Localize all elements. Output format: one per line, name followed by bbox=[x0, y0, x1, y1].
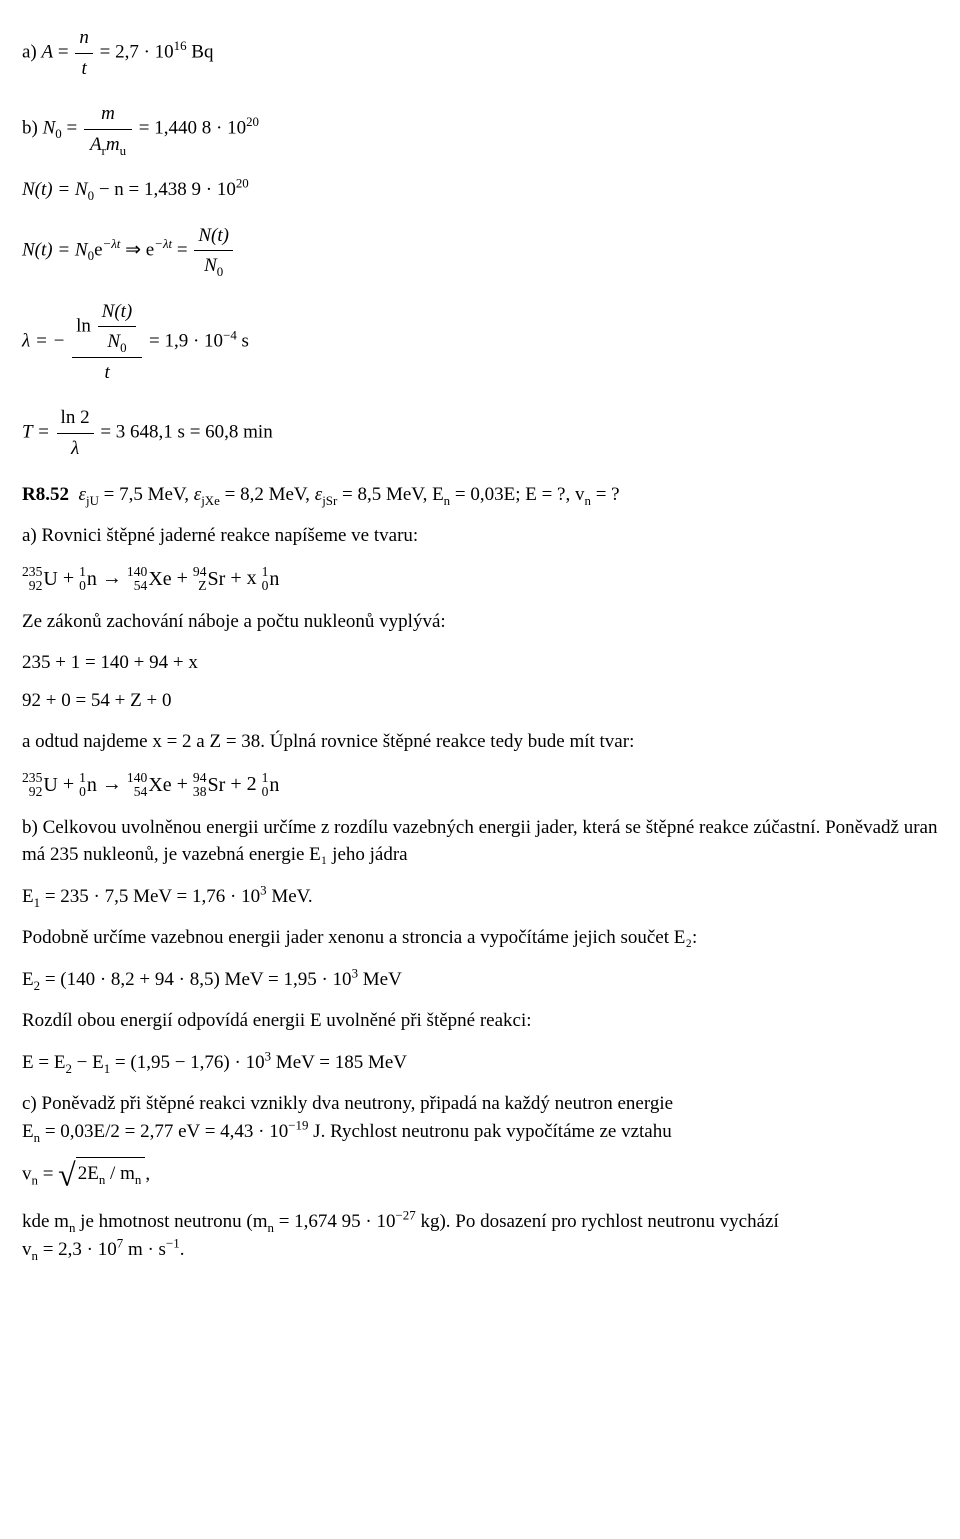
nuclear-reaction-2: 23592U + 10n → 14054Xe + 9438Sr + 2 10n bbox=[22, 770, 938, 800]
para-a: a) Rovnici štěpné jaderné reakce napíšem… bbox=[22, 522, 938, 550]
exp: 20 bbox=[246, 114, 259, 129]
para-final: kde mn je hmotnost neutronu (mn = 1,674 … bbox=[22, 1208, 938, 1263]
label: b) bbox=[22, 118, 38, 139]
frac: m Armu bbox=[84, 100, 132, 158]
frac-inner: N(t) N0 bbox=[98, 298, 137, 356]
eq-nt-exp: N(t) = N0e−λt ⇒ e−λt = N(t) N0 bbox=[22, 222, 938, 280]
sym-A: A bbox=[42, 41, 54, 62]
equals: = bbox=[100, 41, 115, 62]
para-e2: Podobně určíme vazebnou energii jader xe… bbox=[22, 924, 938, 952]
equals: = bbox=[139, 118, 154, 139]
conservation-line-1: 235 + 1 = 140 + 94 + x bbox=[22, 649, 938, 677]
equals: = bbox=[58, 41, 73, 62]
frac-outer: ln N(t) N0 t bbox=[72, 298, 142, 387]
sqrt: √2En / mn bbox=[58, 1160, 145, 1191]
conservation-line-3: a odtud najdeme x = 2 a Z = 38. Úplná ro… bbox=[22, 728, 938, 756]
exp: 16 bbox=[174, 38, 187, 53]
rest: − n = 1,438 9 · 10 bbox=[94, 179, 236, 200]
value: 1,440 8 · 10 bbox=[154, 118, 246, 139]
equals: = bbox=[66, 118, 81, 139]
eq-vn: vn = √2En / mn , bbox=[22, 1160, 938, 1191]
unit: Bq bbox=[191, 41, 213, 62]
frac-num: n bbox=[75, 24, 93, 53]
radical-icon: √ bbox=[58, 1156, 76, 1192]
frac-den: Armu bbox=[84, 129, 132, 159]
problem-number: R8.52 bbox=[22, 484, 69, 505]
para-diff: Rozdíl obou energií odpovídá energii E u… bbox=[22, 1007, 938, 1035]
para-conservation: Ze zákonů zachování náboje a počtu nukle… bbox=[22, 608, 938, 636]
value: 2,7 · 10 bbox=[115, 41, 174, 62]
eq-lambda: λ = − ln N(t) N0 t = 1,9 · 10−4 s bbox=[22, 298, 938, 387]
eq-n0: b) N0 = m Armu = 1,440 8 · 1020 bbox=[22, 100, 938, 158]
para-c: c) Poněvadž při štěpné reakci vznikly dv… bbox=[22, 1090, 938, 1145]
eq-nt: N(t) = N0 − n = 1,438 9 · 1020 bbox=[22, 176, 938, 204]
nuclear-reaction-1: 23592U + 10n → 14054Xe + 94ZSr + x 10n bbox=[22, 564, 938, 594]
eq-e1: E1 = 235 · 7,5 MeV = 1,76 · 103 MeV. bbox=[22, 883, 938, 911]
frac: n t bbox=[75, 24, 93, 82]
eq-activity: a) A = n t = 2,7 · 1016 Bq bbox=[22, 24, 938, 82]
label: a) bbox=[22, 41, 37, 62]
para-b: b) Celkovou uvolněnou energii určíme z r… bbox=[22, 814, 938, 869]
problem-header: R8.52 εjU = 7,5 MeV, εjXe = 8,2 MeV, εjS… bbox=[22, 481, 938, 509]
frac-den: t bbox=[75, 53, 93, 83]
sym-N: N bbox=[43, 118, 56, 139]
frac: N(t) N0 bbox=[194, 222, 233, 280]
conservation-line-2: 92 + 0 = 54 + Z + 0 bbox=[22, 687, 938, 715]
eq-e2: E2 = (140 · 8,2 + 94 · 8,5) MeV = 1,95 ·… bbox=[22, 966, 938, 994]
frac-num: m bbox=[84, 100, 132, 129]
eq-ediff: E = E2 − E1 = (1,95 − 1,76) · 103 MeV = … bbox=[22, 1049, 938, 1077]
lhs: N(t) = N bbox=[22, 179, 88, 200]
sub0: 0 bbox=[55, 126, 61, 141]
frac: ln 2 λ bbox=[57, 404, 94, 462]
eq-halflife: T = ln 2 λ = 3 648,1 s = 60,8 min bbox=[22, 404, 938, 462]
